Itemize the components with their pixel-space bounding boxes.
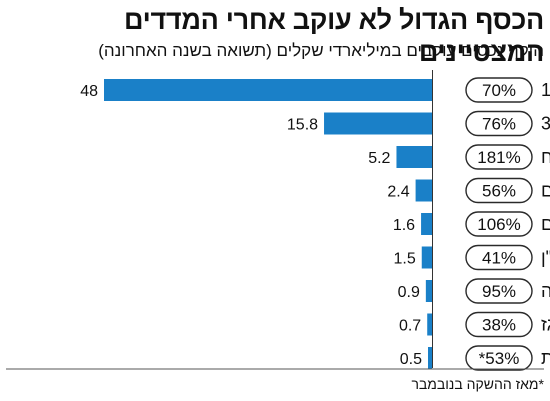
bar [415, 179, 432, 202]
return-label: 41% [482, 249, 516, 268]
return-pill [465, 144, 533, 170]
return-pill [465, 311, 533, 338]
chart-subtitle: היקף נכסים עוקבים במיליארדי שקלים (תשואה… [98, 41, 544, 60]
category-label: ת"א 125 [541, 80, 550, 100]
chart-title: הכסף הגדול לא עוקב אחרי המדדים המצטיינים [124, 5, 544, 67]
category-label: ביטוח [541, 147, 550, 167]
category-label: ביטחוניות [541, 348, 550, 368]
data-label: 0.9 [398, 284, 420, 301]
data-label: 15.8 [287, 117, 318, 134]
bar [421, 213, 432, 235]
data-label: 5.2 [368, 150, 390, 167]
return-pill [465, 244, 533, 271]
return-label: 181% [477, 148, 520, 167]
bar [425, 280, 432, 302]
return-pill [465, 77, 533, 103]
return-pill [465, 345, 533, 371]
data-label: 1.5 [394, 251, 416, 268]
category-label: בנקים [541, 181, 550, 201]
bar [104, 79, 432, 101]
return-label: 70% [482, 81, 516, 100]
bar [427, 313, 432, 336]
return-pill [465, 278, 533, 304]
category-label: טכנולוגיה [541, 281, 550, 301]
data-label: 0.5 [400, 351, 422, 368]
data-label: 0.7 [399, 318, 421, 335]
return-label: 106% [477, 215, 520, 234]
bar [324, 112, 432, 135]
footnote: *מאז ההשקה בנובמבר [411, 376, 544, 392]
return-label: 95% [482, 282, 516, 301]
return-label: 76% [482, 115, 516, 134]
bar [421, 246, 432, 269]
data-label: 48 [80, 83, 98, 100]
return-pill [465, 211, 533, 237]
bar [396, 146, 432, 168]
category-label: פיננסים [541, 214, 550, 234]
return-label: *53% [479, 349, 520, 368]
category-label: ת"א 35 [541, 114, 550, 134]
return-pill [465, 177, 533, 204]
data-label: 1.6 [393, 217, 415, 234]
return-label: 56% [482, 182, 516, 201]
data-label: 2.4 [387, 184, 409, 201]
category-label: נפט וגז [541, 315, 550, 335]
bar [428, 347, 432, 369]
return-label: 38% [482, 316, 516, 335]
category-label: נדל"ן [541, 248, 550, 268]
return-pill [465, 110, 533, 137]
